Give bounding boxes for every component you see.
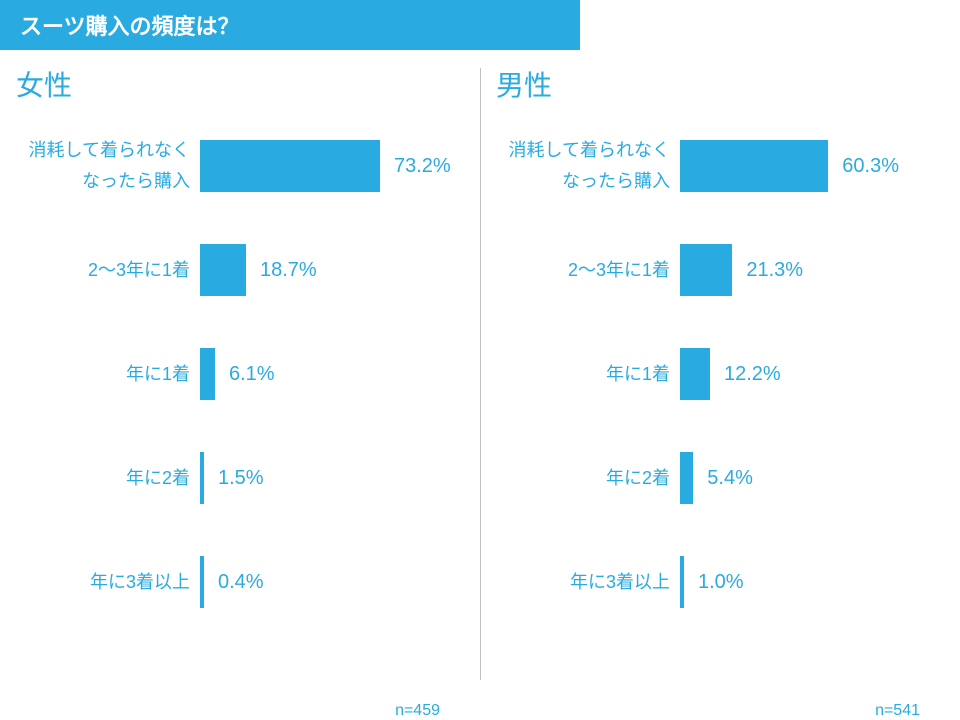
- bar: [680, 348, 710, 400]
- row-label: 消耗して着られなくなったら購入: [480, 135, 680, 196]
- value-label: 6.1%: [229, 363, 275, 386]
- value-label: 18.7%: [260, 259, 317, 282]
- row-label: 年に2着: [480, 463, 680, 494]
- bar: [200, 348, 215, 400]
- chart-title-bar: スーツ購入の頻度は？: [0, 0, 580, 50]
- rows-male: 消耗して着られなくなったら購入 60.3% 2〜3年に1着 21.3% 年に1着 12.2…: [480, 114, 960, 634]
- row-label: 年に1着: [480, 359, 680, 390]
- bar-wrap: 18.7%: [200, 244, 317, 296]
- chart-row: 消耗して着られなくなったら購入 60.3%: [480, 114, 960, 218]
- bar-wrap: 60.3%: [680, 140, 899, 192]
- n-label-male: n=541: [875, 702, 920, 720]
- panels-container: 女性 消耗して着られなくなったら購入 73.2% 2〜3年に1着 18.7% 年に1着 6…: [0, 50, 960, 720]
- bar: [680, 452, 693, 504]
- bar: [680, 556, 684, 608]
- bar-wrap: 12.2%: [680, 348, 781, 400]
- bar: [200, 244, 246, 296]
- row-label: 年に3着以上: [0, 567, 200, 598]
- panel-female: 女性 消耗して着られなくなったら購入 73.2% 2〜3年に1着 18.7% 年に1着 6…: [0, 50, 480, 720]
- bar-wrap: 0.4%: [200, 556, 264, 608]
- chart-row: 2〜3年に1着 21.3%: [480, 218, 960, 322]
- value-label: 1.0%: [698, 571, 744, 594]
- row-label: 年に3着以上: [480, 567, 680, 598]
- bar-wrap: 21.3%: [680, 244, 803, 296]
- panel-title-male: 男性: [480, 64, 960, 104]
- chart-row: 年に3着以上 0.4%: [0, 530, 480, 634]
- value-label: 1.5%: [218, 467, 264, 490]
- value-label: 12.2%: [724, 363, 781, 386]
- value-label: 5.4%: [707, 467, 753, 490]
- bar-wrap: 1.5%: [200, 452, 264, 504]
- value-label: 0.4%: [218, 571, 264, 594]
- row-label: 年に2着: [0, 463, 200, 494]
- rows-female: 消耗して着られなくなったら購入 73.2% 2〜3年に1着 18.7% 年に1着 6.1%…: [0, 114, 480, 634]
- chart-title-text: スーツ購入の頻度は？: [20, 9, 240, 41]
- bar: [680, 140, 828, 192]
- panel-title-female: 女性: [0, 64, 480, 104]
- chart-row: 年に2着 1.5%: [0, 426, 480, 530]
- row-label: 2〜3年に1着: [480, 255, 680, 286]
- row-label: 年に1着: [0, 359, 200, 390]
- chart-row: 年に1着 12.2%: [480, 322, 960, 426]
- value-label: 21.3%: [746, 259, 803, 282]
- row-label: 2〜3年に1着: [0, 255, 200, 286]
- panel-male: 男性 消耗して着られなくなったら購入 60.3% 2〜3年に1着 21.3% 年に1着 1…: [480, 50, 960, 720]
- bar-wrap: 5.4%: [680, 452, 753, 504]
- bar: [200, 556, 204, 608]
- chart-row: 2〜3年に1着 18.7%: [0, 218, 480, 322]
- bar: [680, 244, 732, 296]
- value-label: 73.2%: [394, 155, 451, 178]
- row-label: 消耗して着られなくなったら購入: [0, 135, 200, 196]
- bar-wrap: 73.2%: [200, 140, 451, 192]
- chart-row: 年に1着 6.1%: [0, 322, 480, 426]
- bar-wrap: 1.0%: [680, 556, 744, 608]
- chart-row: 消耗して着られなくなったら購入 73.2%: [0, 114, 480, 218]
- bar: [200, 452, 204, 504]
- chart-row: 年に2着 5.4%: [480, 426, 960, 530]
- bar: [200, 140, 380, 192]
- bar-wrap: 6.1%: [200, 348, 275, 400]
- chart-row: 年に3着以上 1.0%: [480, 530, 960, 634]
- n-label-female: n=459: [395, 702, 440, 720]
- value-label: 60.3%: [842, 155, 899, 178]
